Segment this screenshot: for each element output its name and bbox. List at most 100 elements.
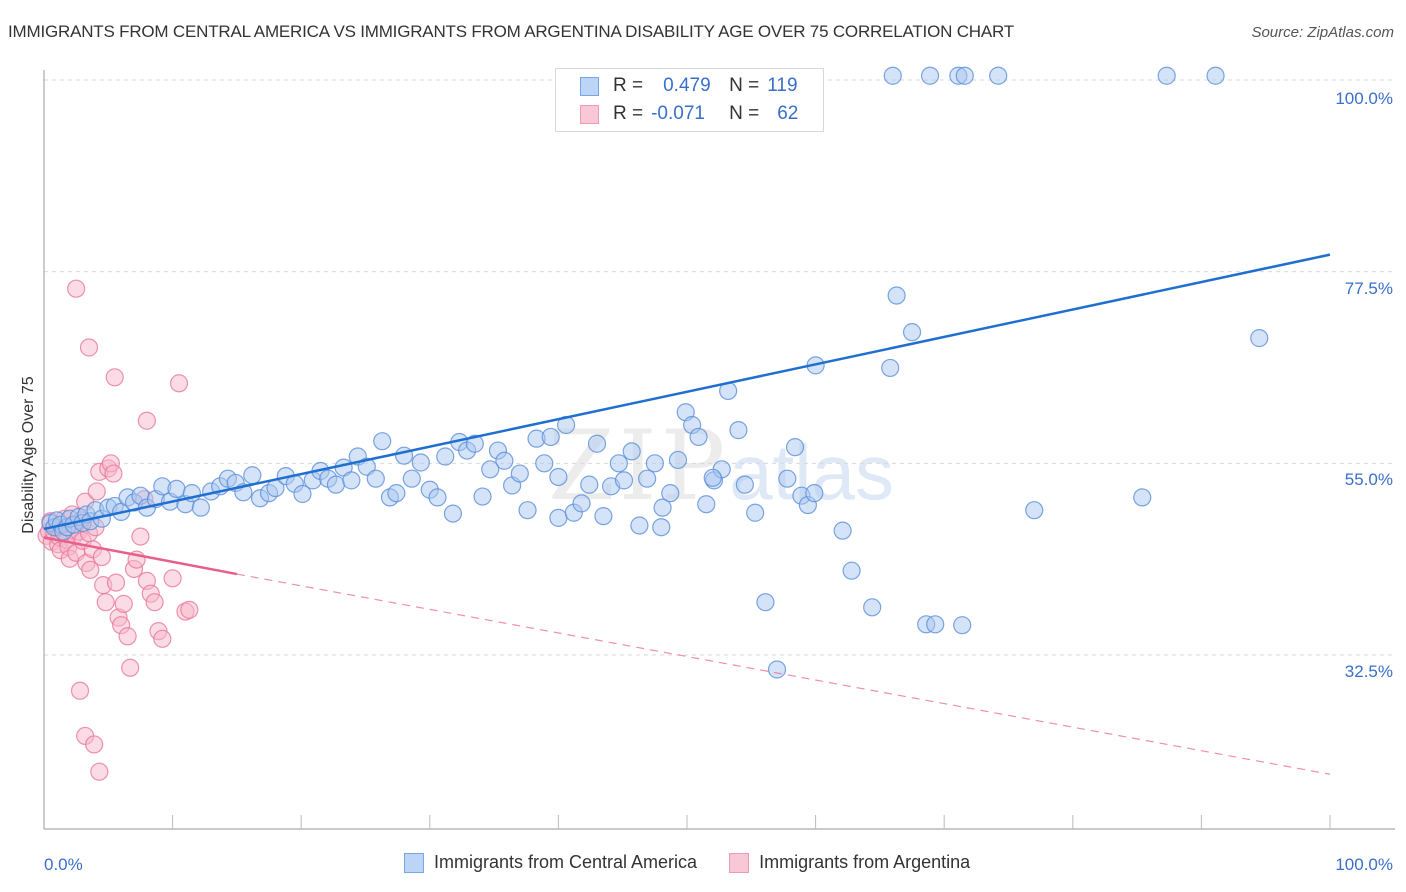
point-central-america — [594, 507, 613, 526]
point-central-america — [535, 454, 554, 473]
point-central-america — [989, 66, 1008, 85]
point-argentina — [90, 762, 109, 781]
series-swatch-blue — [404, 852, 424, 873]
correlation-legend: R = 0.479 N = 119 R = -0.071 N = 62 — [555, 68, 824, 132]
y-tick-label: 55.0% — [1345, 470, 1393, 489]
point-central-america — [920, 66, 940, 85]
point-central-america — [926, 615, 945, 634]
point-central-america — [373, 432, 392, 451]
point-central-america — [428, 488, 447, 507]
series-label: Immigrants from Central America — [434, 852, 698, 872]
x-tick-label-max: 100.0% — [1335, 855, 1393, 874]
legend-swatch-blue — [580, 76, 599, 96]
point-central-america — [587, 434, 607, 453]
point-central-america — [510, 464, 529, 483]
chart-title: IMMIGRANTS FROM CENTRAL AMERICA VS IMMIG… — [8, 22, 1014, 41]
point-central-america — [703, 468, 722, 487]
point-central-america — [443, 504, 463, 523]
point-argentina — [70, 681, 90, 700]
point-central-america — [572, 494, 591, 513]
source-credit: Source: ZipAtlas.com — [1251, 24, 1394, 41]
point-central-america — [167, 479, 186, 498]
point-central-america — [887, 286, 906, 305]
series-swatch-pink — [729, 852, 750, 873]
point-central-america — [652, 518, 671, 537]
legend-n-label: N = — [729, 103, 760, 124]
legend-row-central-america: R = 0.479 N = 119 — [580, 73, 798, 99]
legend-n-value: 62 — [777, 103, 799, 124]
point-central-america — [902, 323, 922, 342]
legend-n-value: 119 — [767, 75, 798, 96]
point-central-america — [411, 453, 430, 472]
point-central-america — [518, 501, 537, 520]
point-argentina — [105, 368, 124, 387]
point-argentina — [131, 527, 150, 546]
point-central-america — [614, 471, 634, 490]
point-central-america — [842, 561, 861, 580]
point-central-america — [1157, 66, 1176, 85]
point-argentina — [81, 560, 100, 579]
label-layer: Disability Age Over 75 0.0% 100.0% 32.5%… — [20, 89, 1393, 874]
point-central-america — [481, 460, 500, 479]
y-axis-label: Disability Age Over 75 — [20, 376, 37, 534]
point-central-america — [833, 521, 852, 540]
point-argentina — [169, 374, 189, 393]
point-central-america — [549, 508, 568, 527]
trend-layer — [43, 253, 1331, 775]
grid-layer — [44, 79, 1395, 656]
point-central-america — [495, 451, 514, 470]
point-central-america — [402, 469, 421, 488]
point-central-america — [622, 442, 641, 461]
point-central-america — [746, 503, 765, 522]
series-legend-item-central-america[interactable]: Immigrants from Central America — [404, 852, 697, 873]
point-central-america — [1025, 501, 1044, 520]
point-central-america — [326, 475, 346, 494]
point-central-america — [863, 598, 882, 617]
series-legend-item-argentina[interactable]: Immigrants from Argentina — [729, 852, 970, 873]
y-tick-label: 32.5% — [1345, 662, 1393, 681]
point-central-america — [1133, 488, 1152, 507]
point-central-america — [729, 421, 748, 440]
series-legend: Immigrants from Central America Immigran… — [404, 852, 1002, 873]
point-central-america — [785, 438, 805, 457]
trendline-central-america — [43, 253, 1331, 531]
legend-n-label: N = — [729, 75, 760, 96]
point-argentina — [118, 627, 137, 646]
point-central-america — [580, 475, 599, 494]
point-central-america — [689, 427, 708, 447]
point-central-america — [549, 467, 568, 487]
point-central-america — [697, 495, 716, 514]
legend-r-value: 0.479 — [663, 75, 711, 96]
trendline-argentina-extension — [236, 573, 1331, 775]
point-central-america — [473, 487, 492, 506]
point-argentina — [153, 629, 172, 648]
point-argentina — [106, 573, 126, 592]
legend-swatch-pink — [580, 104, 599, 124]
point-central-america — [342, 471, 361, 490]
point-argentina — [87, 482, 106, 501]
point-central-america — [881, 358, 900, 378]
point-argentina — [114, 594, 133, 613]
point-argentina — [180, 600, 199, 619]
legend-r-label: R = — [613, 75, 644, 96]
point-central-america — [366, 469, 385, 488]
point-central-america — [953, 616, 972, 635]
point-central-america — [668, 450, 688, 470]
point-central-america — [541, 427, 560, 447]
point-central-america — [243, 466, 262, 485]
point-argentina — [67, 279, 86, 298]
y-tick-label: 77.5% — [1345, 279, 1393, 298]
y-tick-label: 100.0% — [1335, 89, 1393, 108]
point-argentina — [121, 658, 140, 677]
point-central-america — [436, 447, 455, 466]
point-central-america — [883, 66, 902, 85]
point-central-america — [1206, 66, 1225, 85]
point-central-america — [767, 660, 787, 679]
point-central-america — [805, 484, 824, 503]
x-tick-label-min: 0.0% — [44, 855, 83, 874]
point-argentina — [145, 593, 164, 612]
legend-r-label: R = — [613, 103, 644, 124]
point-central-america — [756, 593, 775, 612]
point-central-america — [661, 484, 680, 503]
